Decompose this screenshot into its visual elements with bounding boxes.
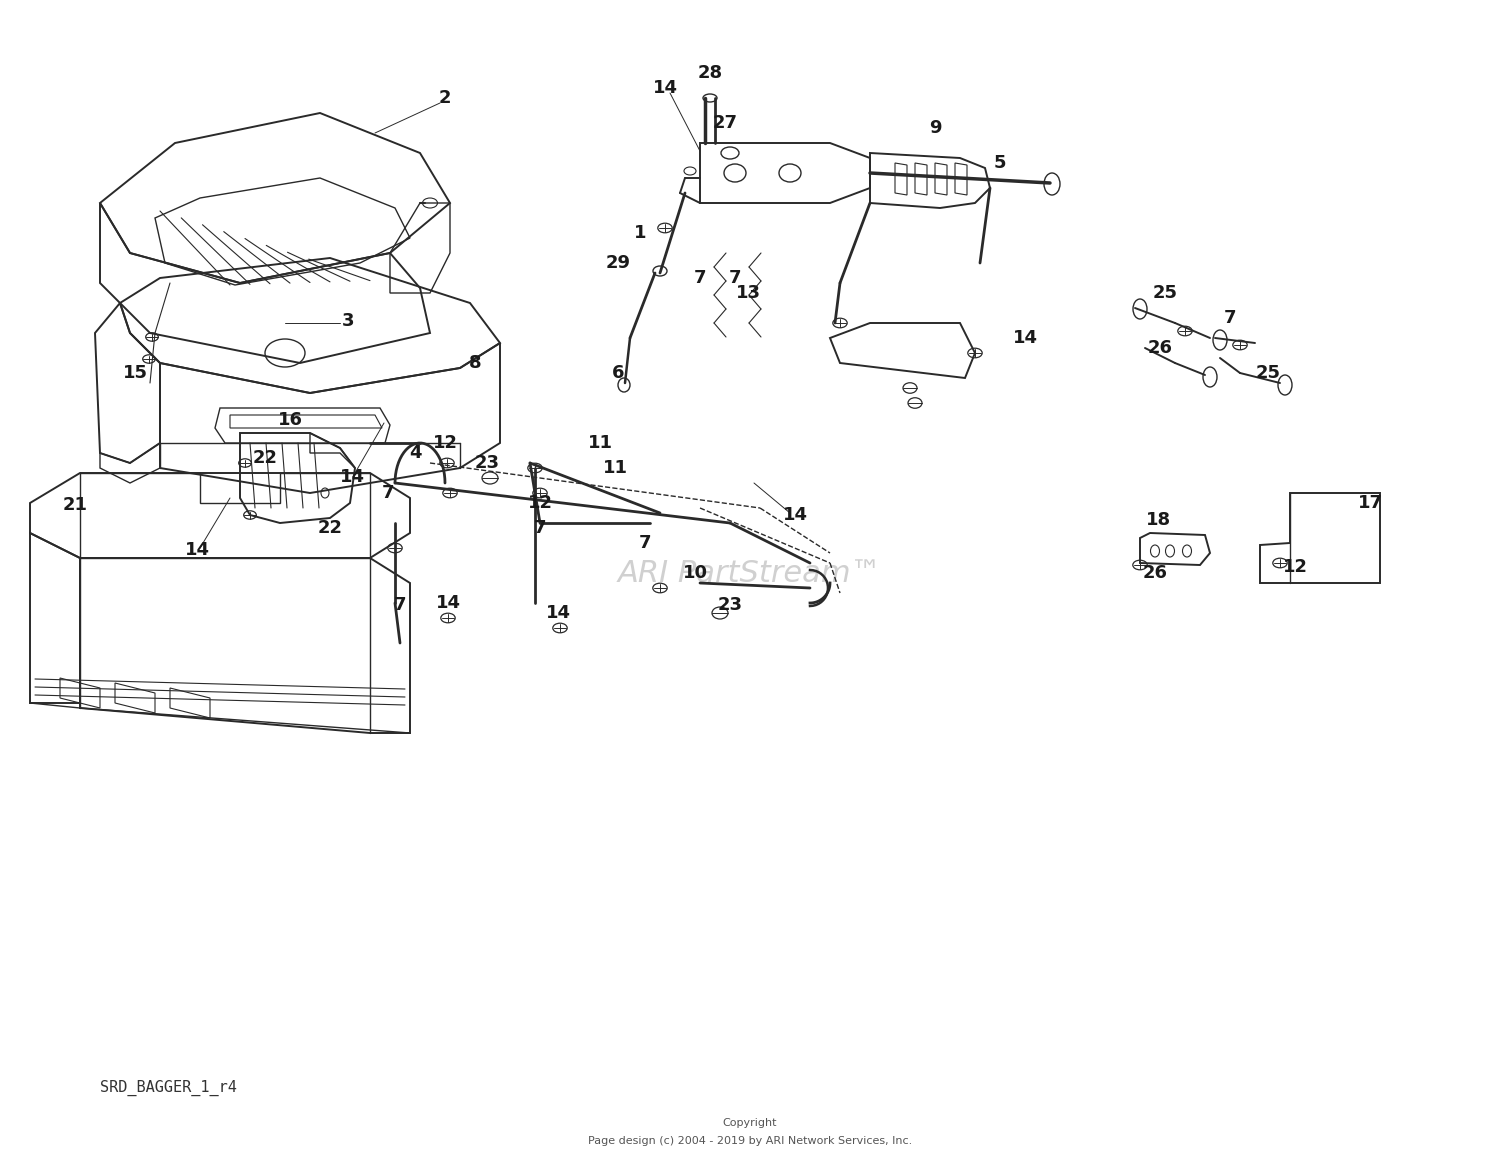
Text: 14: 14: [783, 506, 807, 525]
Text: 28: 28: [698, 64, 723, 83]
Text: 22: 22: [252, 449, 278, 468]
Text: 27: 27: [712, 114, 738, 131]
Text: 7: 7: [381, 484, 394, 502]
Text: 11: 11: [603, 459, 627, 477]
Text: 7: 7: [694, 269, 706, 287]
Text: 14: 14: [546, 604, 570, 622]
Text: 29: 29: [606, 254, 630, 272]
Text: 1: 1: [634, 224, 646, 242]
Text: SRD_BAGGER_1_r4: SRD_BAGGER_1_r4: [100, 1080, 237, 1096]
Text: 7: 7: [534, 519, 546, 537]
Text: 6: 6: [612, 364, 624, 381]
Text: 14: 14: [184, 541, 210, 559]
Text: 26: 26: [1143, 564, 1167, 582]
Text: 14: 14: [339, 468, 364, 486]
Text: 26: 26: [1148, 338, 1173, 357]
Text: 14: 14: [652, 79, 678, 97]
Text: 11: 11: [588, 434, 612, 452]
Text: 16: 16: [278, 411, 303, 429]
Text: 14: 14: [435, 594, 460, 612]
Text: 18: 18: [1146, 511, 1170, 529]
Text: ARI PartStream™: ARI PartStream™: [618, 558, 882, 587]
Text: 22: 22: [318, 519, 342, 537]
Text: 21: 21: [63, 495, 87, 514]
Text: 4: 4: [408, 444, 422, 462]
Text: 10: 10: [682, 564, 708, 582]
Text: 12: 12: [1282, 558, 1308, 576]
Text: 5: 5: [994, 154, 1006, 172]
Text: 25: 25: [1152, 284, 1178, 302]
Text: 12: 12: [528, 494, 552, 512]
Text: 8: 8: [468, 354, 482, 372]
Text: 12: 12: [432, 434, 457, 452]
Text: 7: 7: [1224, 309, 1236, 327]
Text: 25: 25: [1256, 364, 1281, 381]
Text: 15: 15: [123, 364, 147, 381]
Text: Copyright: Copyright: [723, 1118, 777, 1128]
Text: 9: 9: [928, 119, 942, 137]
Text: 13: 13: [735, 284, 760, 302]
Text: 7: 7: [729, 269, 741, 287]
Text: 3: 3: [342, 312, 354, 330]
Text: 14: 14: [1013, 329, 1038, 347]
Text: 2: 2: [440, 90, 452, 107]
Text: 23: 23: [474, 454, 500, 472]
Text: 23: 23: [717, 595, 742, 614]
Text: 7: 7: [639, 534, 651, 552]
Text: 7: 7: [393, 595, 406, 614]
Text: 17: 17: [1358, 494, 1383, 512]
Text: Page design (c) 2004 - 2019 by ARI Network Services, Inc.: Page design (c) 2004 - 2019 by ARI Netwo…: [588, 1136, 912, 1146]
